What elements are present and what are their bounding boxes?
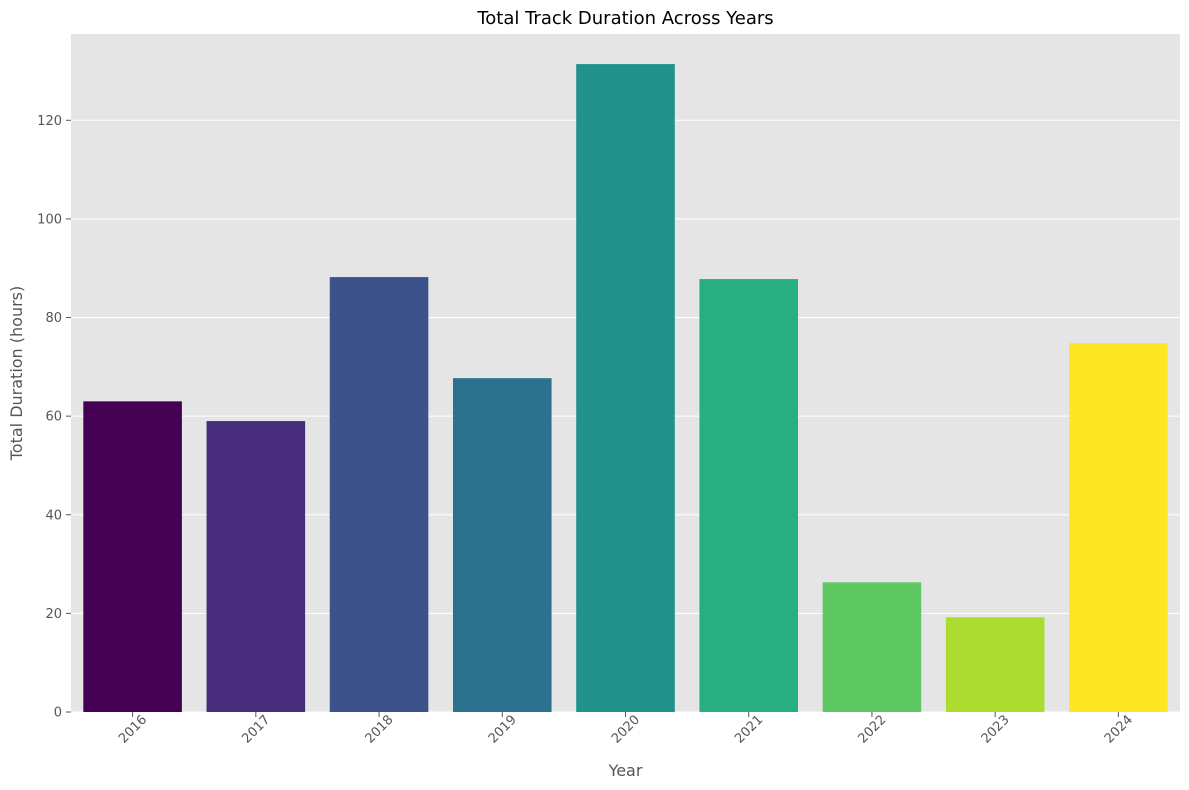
y-tick-label: 20 [45, 607, 62, 622]
bars [83, 64, 1168, 712]
bar-2016 [83, 401, 182, 712]
x-tick-label-2023: 2023 [979, 713, 1013, 747]
x-axis-label: Year [608, 761, 643, 780]
x-tick-label-2024: 2024 [1102, 713, 1136, 747]
x-tick-label-2022: 2022 [855, 713, 889, 747]
x-tick-label-2019: 2019 [486, 713, 520, 747]
y-axis-label: Total Duration (hours) [7, 286, 26, 462]
x-tick-label-2016: 2016 [116, 713, 150, 747]
y-tick-label: 80 [45, 311, 62, 326]
bar-2022 [822, 582, 922, 712]
y-tick-label: 120 [37, 114, 62, 129]
bar-2019 [452, 378, 552, 712]
bar-2017 [206, 421, 306, 712]
x-tick-label-2017: 2017 [239, 713, 273, 747]
x-tick-label-2020: 2020 [609, 713, 643, 747]
bar-2018 [329, 277, 429, 712]
x-tick-label-2021: 2021 [732, 713, 766, 747]
bar-2023 [945, 617, 1045, 712]
x-axis-ticks: 2016 2017 2018 2019 2020 2021 2022 2023 2024 [116, 712, 1136, 747]
bar-2020 [576, 64, 675, 712]
x-tick-label-2018: 2018 [363, 713, 397, 747]
y-tick-label: 60 [45, 410, 62, 425]
y-tick-label: 100 [37, 212, 62, 227]
bar-2024 [1069, 343, 1168, 712]
bar-2021 [699, 279, 799, 712]
chart-title: Total Track Duration Across Years [476, 8, 773, 29]
y-tick-label: 40 [45, 508, 62, 523]
y-axis-ticks: 0 20 40 60 80 100 120 [37, 114, 71, 721]
y-tick-label: 0 [54, 706, 62, 721]
